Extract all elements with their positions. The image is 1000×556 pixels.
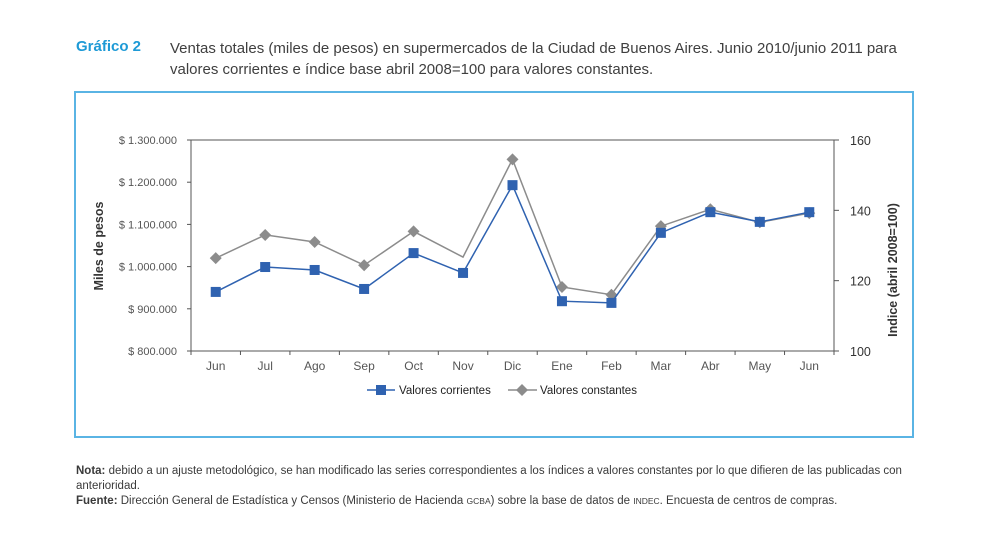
x-tick-label: Nov [452, 359, 473, 373]
x-tick-label: Jun [800, 359, 819, 373]
x-tick-label: Ago [304, 359, 326, 373]
data-point-corrientes [359, 283, 370, 294]
left-tick-label: $ 1.000.000 [119, 262, 177, 274]
note-line: Nota: debido a un ajuste metodológico, s… [76, 464, 926, 494]
left-tick-label: $ 900.000 [128, 304, 177, 316]
data-point-corrientes [507, 180, 518, 191]
x-tick-label: Ene [551, 359, 573, 373]
data-point-corrientes [408, 248, 419, 259]
left-tick-label: $ 1.300.000 [119, 135, 177, 147]
x-tick-label: Sep [353, 359, 375, 373]
series-line-constantes [215, 157, 810, 296]
data-point-corrientes [309, 264, 320, 275]
data-point-constantes [358, 259, 371, 272]
right-tick-label: 160 [850, 134, 871, 148]
notes: Nota: debido a un ajuste metodológico, s… [76, 464, 926, 509]
data-point-constantes [506, 153, 519, 166]
data-point-corrientes [556, 296, 567, 307]
right-tick-label: 100 [850, 345, 871, 359]
x-tick-label: Abr [701, 359, 720, 373]
data-point-corrientes [804, 207, 815, 218]
data-point-constantes [259, 228, 272, 241]
x-tick-label: Feb [601, 359, 622, 373]
x-tick-label: Dic [504, 359, 521, 373]
chart-frame [74, 91, 914, 438]
x-tick-label: Oct [404, 359, 423, 373]
source-abbr-gcba: gcba [466, 496, 491, 506]
note-text: debido a un ajuste metodológico, se han … [76, 465, 902, 492]
data-point-corrientes [705, 207, 716, 218]
axes: $ 800.000 $ 900.000 $ 1.000.000 $ 1.100.000… [119, 134, 871, 373]
left-tick-label: $ 1.200.000 [119, 177, 177, 189]
x-tick-label: May [748, 359, 771, 373]
right-axis-label: Indice (abril 2008=100) [886, 203, 900, 337]
data-point-corrientes [458, 267, 469, 278]
source-text-3: . Encuesta de centros de compras. [659, 495, 838, 507]
source-text-1: Dirección General de Estadística y Censo… [117, 495, 467, 507]
right-tick-label: 140 [850, 204, 871, 218]
source-label: Fuente: [76, 495, 118, 507]
data-point-corrientes [754, 216, 765, 227]
data-point-corrientes [606, 297, 617, 308]
data-point-constantes [308, 235, 321, 248]
source-text-2: ) sobre la base de datos de [490, 495, 634, 507]
x-tick-label: Jun [206, 359, 225, 373]
left-axis-label: Miles de pesos [92, 201, 106, 290]
legend-label-constantes: Valores constantes [540, 385, 637, 397]
source-line: Fuente: Dirección General de Estadística… [76, 494, 926, 509]
legend-label-corrientes: Valores corrientes [399, 385, 491, 397]
data-point-constantes [555, 280, 568, 293]
figure-title: Ventas totales (miles de pesos) en super… [170, 40, 897, 78]
series-line-corrientes [215, 183, 810, 304]
data-point-corrientes [210, 286, 221, 297]
legend: Valores corrientes Valores constantes [367, 384, 637, 397]
x-tick-label: Mar [651, 359, 672, 373]
legend-marker-corrientes [376, 385, 386, 395]
data-point-constantes [209, 252, 222, 265]
legend-marker-constantes [516, 384, 528, 396]
figure-label: Gráfico 2 [76, 38, 142, 55]
series-group [209, 153, 816, 308]
left-tick-label: $ 1.100.000 [119, 219, 177, 231]
data-point-corrientes [655, 227, 666, 238]
data-point-corrientes [260, 262, 271, 273]
x-tick-label: Jul [258, 359, 273, 373]
data-point-constantes [407, 225, 420, 238]
left-tick-label: $ 800.000 [128, 346, 177, 358]
source-abbr-indec: indec [633, 496, 660, 506]
note-label: Nota: [76, 465, 106, 477]
right-tick-label: 120 [850, 275, 871, 289]
